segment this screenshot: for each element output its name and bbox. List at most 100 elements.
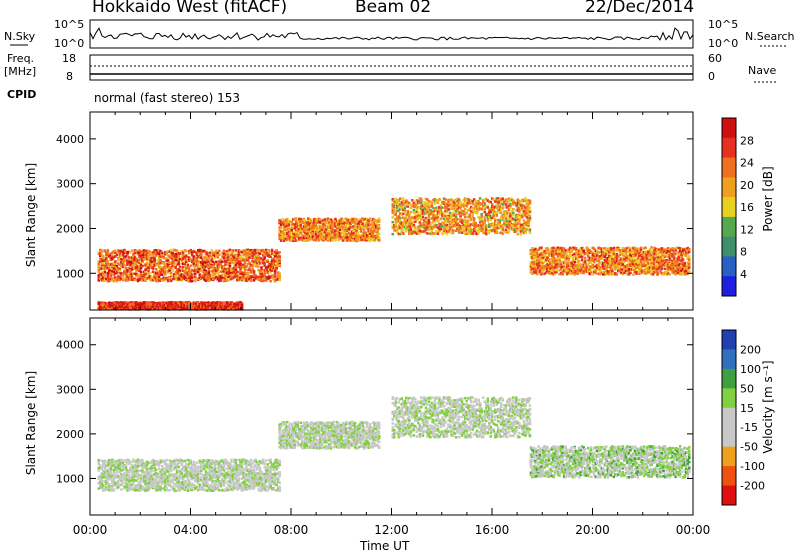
scatter-cell	[546, 247, 549, 251]
scatter-cell	[405, 204, 408, 208]
scatter-cell	[433, 202, 437, 205]
scatter-cell	[126, 270, 129, 273]
scatter-cell	[123, 255, 126, 258]
scatter-cell	[263, 253, 266, 257]
scatter-cell	[135, 262, 138, 265]
scatter-cell	[454, 199, 458, 203]
scatter-cell	[426, 204, 429, 208]
scatter-cell	[516, 232, 520, 236]
scatter-cell	[438, 225, 441, 228]
scatter-cell	[402, 208, 405, 212]
scatter-cell	[121, 263, 125, 266]
scatter-cell	[432, 220, 435, 223]
scatter-cell	[225, 257, 229, 261]
scatter-cell	[399, 221, 402, 225]
scatter-cell	[273, 250, 277, 254]
scatter-cell	[266, 277, 269, 281]
scatter-cell	[367, 237, 370, 241]
scatter-cell	[307, 217, 310, 220]
scatter-cell	[283, 228, 286, 231]
scatter-cell	[273, 267, 277, 271]
scatter-cell	[346, 218, 349, 221]
scatter-cell	[377, 237, 381, 240]
scatter-cell	[400, 227, 403, 231]
scatter-cell	[457, 206, 461, 209]
scatter-cell	[462, 213, 465, 216]
scatter-cell	[447, 198, 450, 202]
scatter-cell	[267, 255, 271, 258]
scatter-cell	[276, 274, 280, 277]
scatter-cell	[477, 199, 480, 203]
scatter-cell	[263, 264, 266, 267]
scatter-cell	[311, 232, 315, 235]
scatter-cell	[414, 231, 417, 234]
scatter-cell	[136, 279, 140, 283]
scatter-cell	[204, 265, 208, 269]
scatter-cell	[427, 202, 431, 206]
scatter-cell	[299, 225, 302, 229]
scatter-cell	[159, 261, 162, 265]
scatter-cell	[337, 219, 340, 223]
scatter-cell	[335, 235, 339, 238]
scatter-cell	[171, 257, 174, 260]
scatter-cell	[186, 273, 189, 276]
scatter-cell	[151, 267, 155, 270]
scatter-cell	[305, 239, 309, 242]
scatter-cell	[153, 273, 156, 276]
scatter-cell	[359, 236, 363, 239]
scatter-cell	[227, 263, 230, 267]
scatter-cell	[364, 217, 367, 221]
scatter-cell	[299, 236, 302, 239]
scatter-cell	[463, 224, 467, 228]
scatter-cell	[192, 262, 195, 266]
scatter-cell	[139, 250, 143, 253]
scatter-cell	[130, 275, 134, 279]
scatter-cell	[147, 249, 150, 253]
scatter-cell	[373, 229, 376, 233]
scatter-cell	[254, 252, 257, 255]
scatter-cell	[356, 222, 360, 225]
scatter-cell	[417, 227, 420, 230]
scatter-cell	[246, 253, 250, 256]
scatter-cell	[189, 280, 192, 283]
scatter-cell	[350, 218, 354, 221]
scatter-cell	[454, 220, 458, 224]
scatter-cell	[310, 229, 313, 232]
scatter-cell	[276, 253, 280, 257]
scatter-cell	[185, 266, 188, 270]
scatter-cell	[457, 202, 461, 205]
scatter-cell	[100, 267, 104, 270]
scatter-cell	[210, 256, 214, 259]
scatter-cell	[135, 266, 138, 270]
scatter-cell	[427, 200, 431, 203]
scatter-cell	[430, 232, 434, 236]
scatter-cell	[275, 260, 278, 264]
scatter-cell	[417, 218, 420, 221]
scatter-cell	[224, 276, 227, 280]
scatter-cell	[462, 227, 465, 230]
scatter-cell	[402, 212, 405, 216]
scatter-cell	[314, 227, 318, 231]
scatter-cell	[254, 255, 257, 259]
scatter-cell	[121, 277, 125, 280]
scatter-cell	[168, 269, 171, 272]
scatter-cell	[118, 254, 122, 257]
scatter-cell	[355, 232, 358, 235]
scatter-cell	[169, 273, 173, 277]
scatter-cell	[236, 273, 239, 277]
scatter-cell	[248, 266, 251, 270]
scatter-cell	[644, 246, 647, 249]
scatter-cell	[358, 227, 361, 230]
scatter-cell	[301, 238, 304, 242]
scatter-cell	[153, 250, 156, 254]
scatter-cell	[358, 218, 361, 221]
scatter-cell	[278, 278, 281, 282]
scatter-cell	[301, 228, 304, 231]
scatter-cell	[396, 206, 399, 209]
scatter-cell	[445, 230, 449, 233]
scatter-cell	[356, 235, 360, 238]
scatter-cell	[448, 203, 452, 207]
scatter-cell	[245, 248, 248, 252]
scatter-cell	[111, 265, 114, 268]
scatter-cell	[221, 251, 224, 255]
